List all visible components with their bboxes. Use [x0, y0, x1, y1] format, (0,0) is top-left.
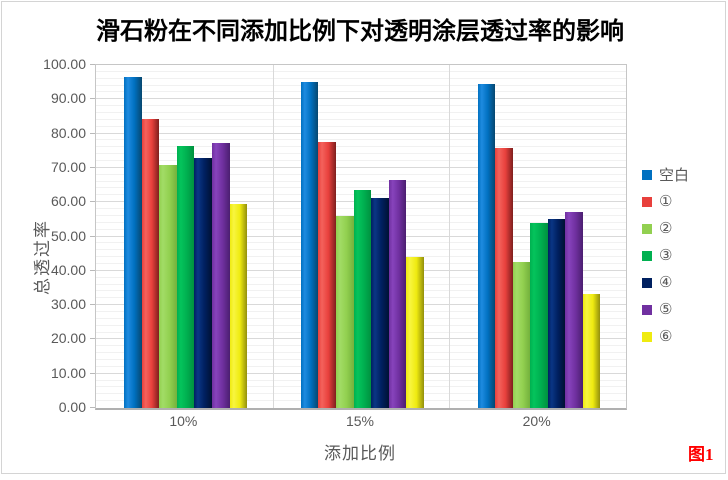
minor-gridline [96, 139, 626, 141]
y-tick-label: 10.00 [50, 364, 86, 381]
legend-label: ② [659, 221, 673, 237]
legend-item-②[interactable]: ② [642, 215, 689, 242]
bar-①-20%[interactable] [495, 148, 513, 408]
y-tick-label: 80.00 [50, 124, 86, 141]
legend-swatch-icon [642, 250, 652, 261]
bar-③-20%[interactable] [530, 223, 548, 408]
legend-item-⑥[interactable]: ⑥ [642, 323, 689, 350]
x-axis-title: 添加比例 [324, 444, 396, 463]
y-tick-label: 30.00 [50, 296, 86, 313]
y-tick-label: 60.00 [50, 193, 86, 210]
y-axis-tickmark [90, 338, 95, 340]
minor-gridline [96, 77, 626, 79]
legend-item-空白[interactable]: 空白 [642, 161, 689, 188]
legend-swatch-icon [642, 169, 652, 180]
plot-area [90, 64, 627, 410]
legend-label: ⑥ [659, 329, 673, 345]
major-gridline [96, 166, 626, 168]
y-tick-label: 100.00 [43, 56, 86, 72]
major-gridline [96, 98, 626, 100]
minor-gridline [96, 125, 626, 127]
legend-item-①[interactable]: ① [642, 188, 689, 215]
legend-swatch-icon [642, 331, 652, 342]
y-tick-label: 70.00 [50, 158, 86, 175]
category-separator-gridline [449, 65, 451, 408]
y-axis-tickmark [90, 98, 95, 100]
y-tick-label: 50.00 [50, 227, 86, 244]
minor-gridline [96, 105, 626, 107]
minor-gridline [96, 173, 626, 175]
bar-⑤-10%[interactable] [211, 143, 230, 408]
bar-②-15%[interactable] [336, 215, 354, 408]
y-axis-tickmark [90, 235, 95, 237]
bar-③-15%[interactable] [353, 189, 372, 408]
category-separator-gridline [272, 65, 274, 408]
x-tick-label: 10% [169, 413, 198, 429]
minor-gridline [96, 153, 626, 155]
legend-label: ⑤ [659, 302, 673, 318]
y-axis-tickmark [90, 64, 95, 65]
y-axis-tickmark [90, 201, 95, 203]
legend-item-⑤[interactable]: ⑤ [642, 296, 689, 323]
bar-⑥-15%[interactable] [406, 257, 424, 408]
bar-③-10%[interactable] [176, 146, 195, 408]
legend-item-④[interactable]: ④ [642, 269, 689, 296]
y-tick-label: 90.00 [50, 90, 86, 107]
minor-gridline [96, 112, 626, 114]
bar-⑥-10%[interactable] [229, 203, 248, 408]
bar-空白-15%[interactable] [300, 82, 319, 408]
y-tick-label: 0.00 [58, 399, 86, 415]
bar-①-10%[interactable] [141, 119, 160, 408]
x-tick-label: 20% [522, 413, 551, 429]
minor-gridline [96, 146, 626, 148]
legend-swatch-icon [642, 304, 652, 315]
bar-④-10%[interactable] [194, 157, 212, 408]
minor-gridline [96, 91, 626, 93]
bar-②-20%[interactable] [512, 262, 531, 408]
minor-gridline [96, 84, 626, 86]
legend-swatch-icon [642, 223, 652, 234]
minor-gridline [96, 70, 626, 72]
legend-swatch-icon [642, 277, 652, 288]
minor-gridline [96, 160, 626, 162]
minor-gridline [96, 187, 626, 189]
bar-空白-20%[interactable] [477, 83, 496, 408]
y-axis-tickmark [90, 269, 95, 271]
legend-label: ③ [659, 248, 673, 264]
major-gridline [96, 132, 626, 134]
y-axis-tickmark [90, 132, 95, 134]
y-axis-tickmark [90, 304, 95, 306]
bar-①-15%[interactable] [318, 141, 336, 408]
x-tick-label: 15% [345, 413, 374, 429]
y-axis-tickmark [90, 407, 95, 408]
bar-⑤-15%[interactable] [388, 179, 407, 408]
legend-label: 空白 [659, 168, 690, 184]
legend-item-③[interactable]: ③ [642, 242, 689, 269]
bar-⑥-20%[interactable] [582, 294, 601, 408]
chart-title: 滑石粉在不同添加比例下对透明涂层透过率的影响 [96, 19, 624, 45]
y-axis-tickmark [90, 372, 95, 374]
y-tick-label: 40.00 [50, 261, 86, 278]
y-tick-label: 20.00 [50, 330, 86, 347]
minor-gridline [96, 180, 626, 182]
legend-label: ① [659, 194, 673, 210]
legend-label: ④ [659, 275, 673, 291]
bar-空白-10%[interactable] [124, 77, 142, 408]
y-axis-tickmark [90, 166, 95, 168]
figure-label: 图1 [688, 445, 714, 464]
bar-④-15%[interactable] [371, 198, 389, 408]
bar-②-10%[interactable] [159, 164, 177, 408]
legend: 空白 ① ② ③ ④ ⑤ ⑥ [642, 161, 689, 350]
bar-⑤-20%[interactable] [565, 211, 583, 408]
bar-④-20%[interactable] [547, 219, 566, 408]
minor-gridline [96, 118, 626, 120]
legend-swatch-icon [642, 196, 652, 207]
